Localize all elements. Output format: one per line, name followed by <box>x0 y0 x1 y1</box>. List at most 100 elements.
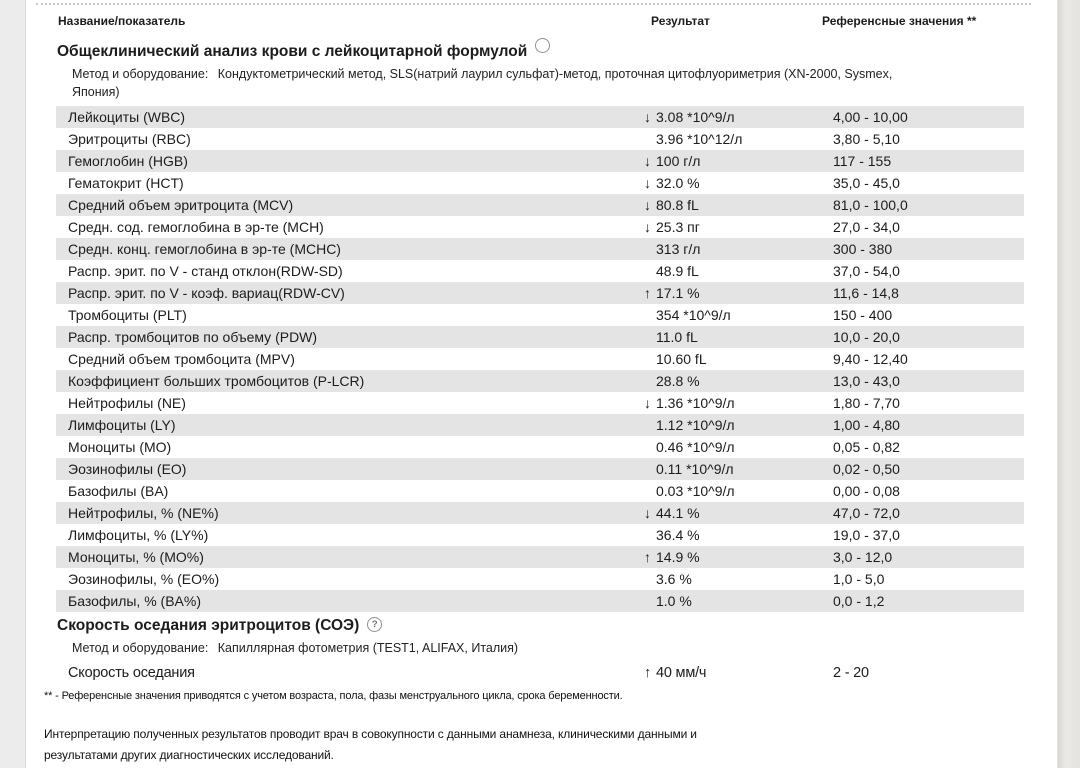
parameter-name: Распр. эрит. по V - коэф. вариац(RDW-CV) <box>68 285 345 301</box>
reference-range: 150 - 400 <box>833 307 893 323</box>
method-text: Кондуктометрический метод, SLS(натрий ла… <box>72 67 893 99</box>
column-header-result: Результат <box>651 14 710 28</box>
help-icon[interactable] <box>535 38 551 53</box>
lab-results-page: Название/показатель Результат Референсны… <box>26 0 1057 768</box>
result-value: 354 *10^9/л <box>644 304 833 326</box>
result-value: ↓ 3.08 *10^9/л <box>644 106 833 128</box>
result-text: 313 г/л <box>656 241 701 257</box>
result-text: 17.1 % <box>656 285 700 301</box>
result-row: Распр. тромбоцитов по объему (PDW) 11.0 … <box>56 326 1024 348</box>
result-row: Моноциты, % (MO%) ↑ 14.9 % 3,0 - 12,0 <box>56 546 1024 568</box>
result-text: 48.9 fL <box>656 263 699 279</box>
result-row: Базофилы, % (BA%) 1.0 % 0,0 - 1,2 <box>56 590 1024 612</box>
lab-section: Скорость оседания эритроцитов (СОЭ)? Мет… <box>26 616 1057 685</box>
result-value: ↓ 80.8 fL <box>644 194 833 216</box>
parameter-name: Тромбоциты (PLT) <box>68 307 187 323</box>
result-text: 28.8 % <box>656 373 700 389</box>
section-title-text: Скорость оседания эритроцитов (СОЭ) <box>57 617 360 634</box>
parameter-name: Средн. конц. гемоглобина в эр-те (MCHC) <box>68 241 341 257</box>
help-icon[interactable]: ? <box>367 617 383 633</box>
result-text: 32.0 % <box>656 175 700 191</box>
result-value: ↑ 40 мм/ч <box>644 661 833 685</box>
result-value: ↓ 44.1 % <box>644 502 833 524</box>
result-row: Средн. сод. гемоглобина в эр-те (MCH) ↓ 2… <box>56 216 1024 238</box>
result-text: 0.11 *10^9/л <box>656 461 734 477</box>
result-text: 3.96 *10^12/л <box>656 131 743 147</box>
reference-range: 27,0 - 34,0 <box>833 219 900 235</box>
lab-section: Общеклинический анализ крови с лейкоцита… <box>26 38 1057 612</box>
reference-range: 37,0 - 54,0 <box>833 263 900 279</box>
result-row: Скорость оседания ↑ 40 мм/ч 2 - 20 <box>56 661 1024 685</box>
flag-arrow-icon: ↓ <box>644 109 651 125</box>
parameter-name: Средний объем тромбоцита (MPV) <box>68 351 295 367</box>
reference-range: 1,0 - 5,0 <box>833 571 885 587</box>
result-value: 3.96 *10^12/л <box>644 128 833 150</box>
result-text: 44.1 % <box>656 505 700 521</box>
result-text: 0.03 *10^9/л <box>656 483 735 499</box>
flag-arrow-icon: ↓ <box>644 175 651 191</box>
parameter-name: Гемоглобин (HGB) <box>68 153 188 169</box>
reference-range: 0,02 - 0,50 <box>833 461 900 477</box>
result-row: Средний объем тромбоцита (MPV) 10.60 fL … <box>56 348 1024 370</box>
parameter-name: Базофилы, % (BA%) <box>68 593 201 609</box>
parameter-name: Эозинофилы, % (EO%) <box>68 571 220 587</box>
result-row: Тромбоциты (PLT) 354 *10^9/л 150 - 400 <box>56 304 1024 326</box>
flag-arrow-icon: ↑ <box>644 549 651 565</box>
parameter-name: Средний объем эритроцита (MCV) <box>68 197 294 213</box>
result-row: Нейтрофилы, % (NE%) ↓ 44.1 % 47,0 - 72,0 <box>56 502 1024 524</box>
result-text: 3.6 % <box>656 571 692 587</box>
result-value: 0.03 *10^9/л <box>644 480 833 502</box>
result-value: ↓ 1.36 *10^9/л <box>644 392 833 414</box>
result-value: ↑ 14.9 % <box>644 546 833 568</box>
result-row: Эозинофилы, % (EO%) 3.6 % 1,0 - 5,0 <box>56 568 1024 590</box>
flag-arrow-icon: ↓ <box>644 395 651 411</box>
left-gutter <box>0 0 26 768</box>
result-text: 80.8 fL <box>656 197 699 213</box>
result-row: Лимфоциты (LY) 1.12 *10^9/л 1,00 - 4,80 <box>56 414 1024 436</box>
reference-range: 300 - 380 <box>833 241 893 257</box>
result-text: 40 мм/ч <box>656 665 707 681</box>
top-dotted-divider <box>36 3 1031 5</box>
result-row: Базофилы (BA) 0.03 *10^9/л 0,00 - 0,08 <box>56 480 1024 502</box>
parameter-name: Средн. сод. гемоглобина в эр-те (MCH) <box>68 219 324 235</box>
result-row: Нейтрофилы (NE) ↓ 1.36 *10^9/л 1,80 - 7,7… <box>56 392 1024 414</box>
result-row: Средн. конц. гемоглобина в эр-те (MCHC) … <box>56 238 1024 260</box>
result-row: Эозинофилы (EO) 0.11 *10^9/л 0,02 - 0,50 <box>56 458 1024 480</box>
reference-range: 3,80 - 5,10 <box>833 131 900 147</box>
result-row: Распр. эрит. по V - коэф. вариац(RDW-CV)… <box>56 282 1024 304</box>
reference-range: 2 - 20 <box>833 665 869 681</box>
result-text: 11.0 fL <box>656 329 698 345</box>
parameter-name: Лимфоциты (LY) <box>68 417 176 433</box>
result-value: 1.12 *10^9/л <box>644 414 833 436</box>
parameter-name: Моноциты (MO) <box>68 439 172 455</box>
result-text: 354 *10^9/л <box>656 307 731 323</box>
reference-range: 35,0 - 45,0 <box>833 175 900 191</box>
result-value: 0.11 *10^9/л <box>644 458 833 480</box>
reference-range: 10,0 - 20,0 <box>833 329 900 345</box>
result-text: 0.46 *10^9/л <box>656 439 735 455</box>
section-title: Скорость оседания эритроцитов (СОЭ)? <box>57 616 1057 635</box>
result-value: 313 г/л <box>644 238 833 260</box>
result-text: 25.3 пг <box>656 219 700 235</box>
result-text: 1.0 % <box>656 593 692 609</box>
result-value: 36.4 % <box>644 524 833 546</box>
result-text: 1.12 *10^9/л <box>656 417 735 433</box>
parameter-name: Гематокрит (HCT) <box>68 175 184 191</box>
result-text: 10.60 fL <box>656 351 707 367</box>
reference-range: 0,05 - 0,82 <box>833 439 900 455</box>
result-row: Лимфоциты, % (LY%) 36.4 % 19,0 - 37,0 <box>56 524 1024 546</box>
result-text: 100 г/л <box>656 153 701 169</box>
interpretation-note: Интерпретацию полученных результатов про… <box>44 727 697 762</box>
flag-arrow-icon: ↓ <box>644 505 651 521</box>
result-value: ↓ 32.0 % <box>644 172 833 194</box>
result-row: Распр. эрит. по V - станд отклон(RDW-SD)… <box>56 260 1024 282</box>
reference-range: 0,0 - 1,2 <box>833 593 885 609</box>
flag-arrow-icon: ↓ <box>644 153 651 169</box>
method-line: Метод и оборудование: Кондуктометрически… <box>72 65 917 101</box>
reference-range: 4,00 - 10,00 <box>833 109 908 125</box>
result-text: 3.08 *10^9/л <box>656 109 735 125</box>
reference-range: 47,0 - 72,0 <box>833 505 900 521</box>
result-text: 1.36 *10^9/л <box>656 395 735 411</box>
section-title-text: Общеклинический анализ крови с лейкоцита… <box>57 43 528 60</box>
scrollbar-track[interactable] <box>1057 0 1080 768</box>
